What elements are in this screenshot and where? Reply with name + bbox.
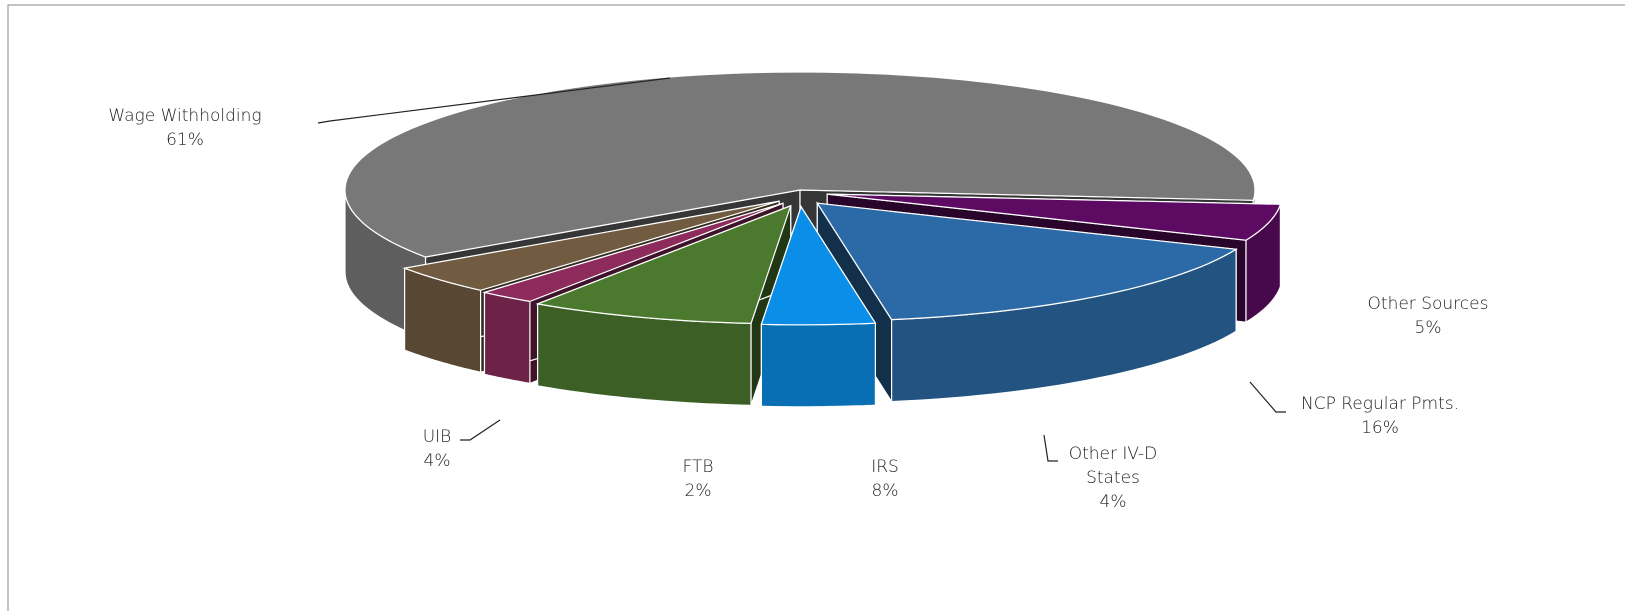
slice-wall <box>483 291 531 385</box>
slice <box>816 202 1238 321</box>
leader-line <box>317 77 671 124</box>
value-label: 61% <box>166 130 204 150</box>
slice <box>827 193 1282 241</box>
data-label: Other Sources 5% <box>1343 292 1513 340</box>
value-label: 2% <box>684 481 712 501</box>
value-label: 5% <box>1414 318 1442 338</box>
data-label: NCP Regular Pmts. 16% <box>1295 392 1465 440</box>
data-label: FTB 2% <box>613 455 783 503</box>
slice <box>402 200 780 291</box>
data-label: IRS 8% <box>800 455 970 503</box>
value-label: 8% <box>871 481 899 501</box>
data-label: Wage Withholding 61% <box>100 104 270 152</box>
category-label: Other IV-D States <box>1068 444 1158 488</box>
category-label: UIB <box>422 427 452 447</box>
value-label: 4% <box>423 451 451 471</box>
data-label: UIB 4% <box>352 425 522 473</box>
value-label: 4% <box>1099 492 1127 512</box>
category-label: Other Sources <box>1367 294 1489 314</box>
slice <box>535 204 792 325</box>
category-label: Wage Withholding <box>108 106 262 126</box>
leader-line <box>1249 381 1286 413</box>
slice <box>482 202 784 303</box>
leader-line <box>460 419 501 441</box>
leader-lines <box>317 77 1286 462</box>
slice <box>760 205 877 326</box>
data-label: Other IV-D States 4% <box>1053 442 1173 514</box>
value-label: 16% <box>1361 418 1399 438</box>
category-label: FTB <box>682 457 714 477</box>
category-label: NCP Regular Pmts. <box>1301 394 1459 414</box>
frame <box>7 4 1625 611</box>
slice <box>344 71 1256 258</box>
category-label: IRS <box>871 457 899 477</box>
pie <box>344 71 1282 408</box>
leader-line <box>1043 434 1058 462</box>
slice-wall <box>760 322 876 408</box>
